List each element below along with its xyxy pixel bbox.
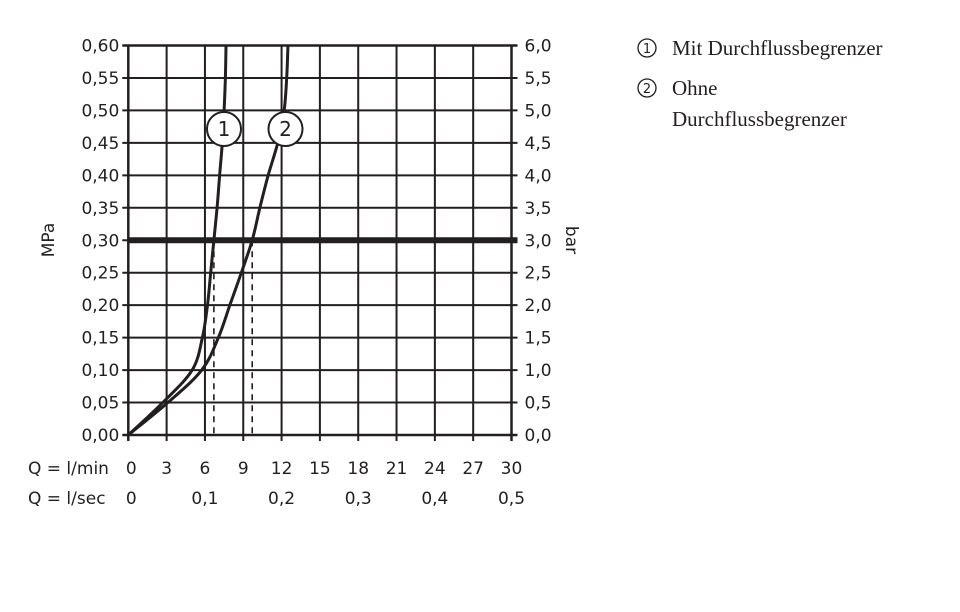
y-tick-right: 5,0 bbox=[525, 101, 552, 121]
x-tick-label: 24 bbox=[424, 459, 446, 479]
y-tick-left: 0,60 bbox=[81, 37, 119, 57]
y-tick-right: 1,0 bbox=[525, 361, 552, 381]
legend-entry-text: Ohne bbox=[672, 76, 718, 100]
x-tick-label: 18 bbox=[347, 459, 369, 479]
y-tick-left: 0,25 bbox=[81, 264, 119, 284]
legend-entry-text: Durchflussbegrenzer bbox=[672, 107, 847, 131]
y-tick-left: 0,20 bbox=[81, 296, 119, 316]
y-tick-right: 1,5 bbox=[525, 329, 552, 349]
x-tick-label: 0,3 bbox=[345, 489, 372, 509]
y-tick-right: 4,5 bbox=[525, 134, 552, 154]
curve-label-1: 1 bbox=[218, 117, 231, 141]
x-row-label: Q = l/sec bbox=[28, 489, 106, 509]
legend-marker-circle-2 bbox=[637, 78, 657, 98]
y-axis-label-right: bar bbox=[561, 226, 581, 254]
curve-label-2: 2 bbox=[279, 117, 292, 141]
x-tick-label: 15 bbox=[309, 459, 331, 479]
x-tick-label: 0 bbox=[126, 489, 137, 509]
legend-marker-1: 1 bbox=[643, 42, 651, 57]
y-axis-label-left: MPa bbox=[39, 223, 59, 258]
x-tick-label: 0,2 bbox=[268, 489, 295, 509]
y-tick-right: 2,0 bbox=[525, 296, 552, 316]
y-tick-left: 0,10 bbox=[81, 361, 119, 381]
x-tick-label: 12 bbox=[271, 459, 293, 479]
curve-label-circle-1 bbox=[206, 111, 242, 147]
y-tick-left: 0,15 bbox=[81, 329, 119, 349]
y-tick-left: 0,40 bbox=[81, 166, 119, 186]
x-row-label: Q = l/min bbox=[28, 459, 109, 479]
y-tick-left: 0,55 bbox=[81, 69, 119, 89]
x-tick-label: 0,4 bbox=[421, 489, 448, 509]
y-tick-right: 0,0 bbox=[525, 426, 552, 446]
legend-entry-text: Mit Durchflussbegrenzer bbox=[672, 36, 883, 60]
x-tick-label: 3 bbox=[161, 459, 172, 479]
legend-marker-2: 2 bbox=[643, 82, 651, 97]
x-tick-label: 30 bbox=[501, 459, 523, 479]
y-tick-right: 3,0 bbox=[525, 231, 552, 251]
y-tick-left: 0,30 bbox=[81, 231, 119, 251]
x-tick-label: 0,5 bbox=[498, 489, 525, 509]
x-tick-label: 0 bbox=[126, 459, 137, 479]
x-tick-label: 0,1 bbox=[191, 489, 218, 509]
x-tick-label: 9 bbox=[238, 459, 249, 479]
y-tick-right: 6,0 bbox=[525, 37, 552, 57]
y-tick-right: 5,5 bbox=[525, 69, 552, 89]
x-tick-label: 27 bbox=[462, 459, 484, 479]
y-tick-left: 0,45 bbox=[81, 134, 119, 154]
y-tick-left: 0,35 bbox=[81, 199, 119, 219]
x-tick-label: 6 bbox=[200, 459, 211, 479]
y-tick-right: 2,5 bbox=[525, 264, 552, 284]
legend-marker-circle-1 bbox=[637, 38, 657, 58]
y-tick-right: 4,0 bbox=[525, 166, 552, 186]
y-tick-left: 0,50 bbox=[81, 101, 119, 121]
curve-label-circle-2 bbox=[267, 111, 304, 147]
y-tick-right: 0,5 bbox=[525, 394, 552, 414]
y-tick-left: 0,05 bbox=[81, 394, 119, 414]
y-tick-left: 0,00 bbox=[81, 426, 119, 446]
x-tick-label: 21 bbox=[386, 459, 408, 479]
y-tick-right: 3,5 bbox=[525, 199, 552, 219]
